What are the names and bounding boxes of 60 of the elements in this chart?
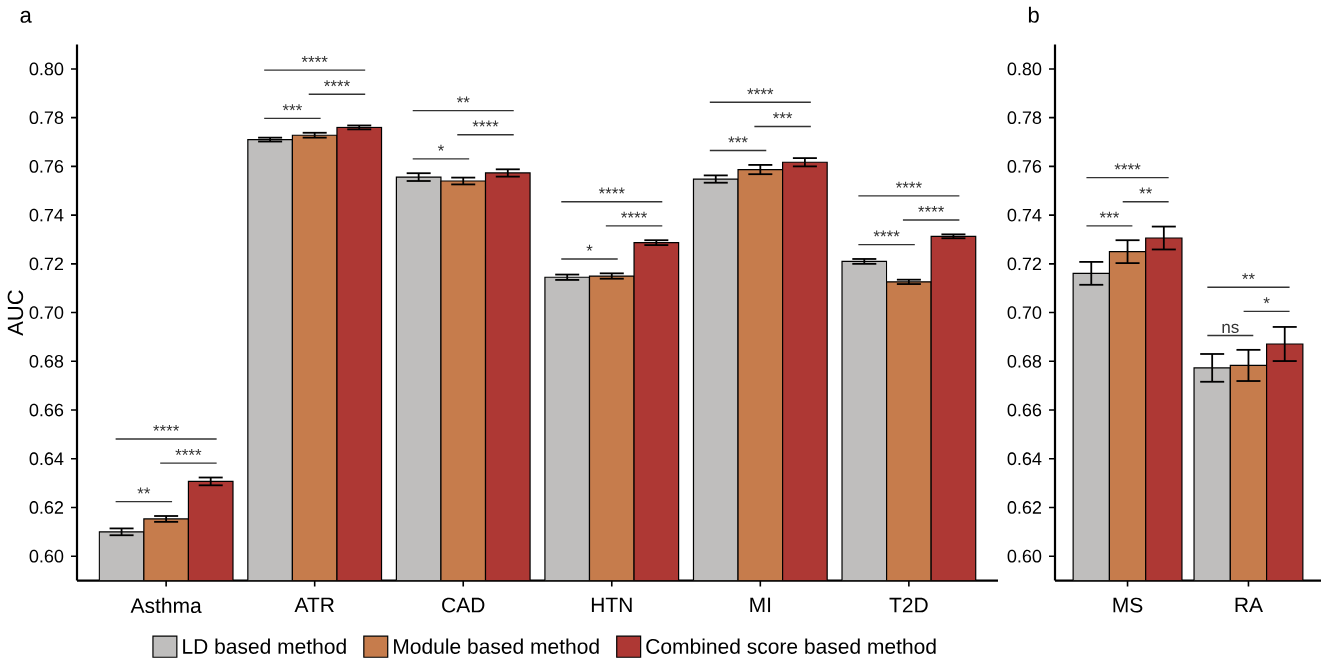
annotation: **** [621,211,647,218]
annotation: * [1263,297,1270,304]
y-tick-label: 0.64 [29,452,64,466]
y-tick-label: 0.62 [1007,501,1042,515]
y-tick-label: 0.74 [1007,208,1042,222]
x-tick-label: ATR [294,597,334,613]
annotation: **** [472,120,499,127]
annotation: **** [895,181,922,188]
y-tick-label: 0.76 [1007,160,1042,173]
y-tick-label: 0.78 [29,111,64,125]
annotation: **** [1114,163,1141,170]
annotation: ** [137,487,151,494]
annotation: **** [301,56,328,63]
y-tick-label: 0.76 [29,160,64,173]
y-tick-label: 0.74 [29,208,64,222]
x-tick-label: RA [1235,597,1263,613]
legend-label: Combined score based method [646,638,936,655]
y-tick-label: 0.80 [1007,62,1042,76]
y-tick-label: 0.60 [1007,549,1042,563]
annotation: **** [324,80,350,87]
annotation: ** [1139,187,1153,194]
annotation: **** [918,206,945,213]
y-tick-label: 0.70 [1007,306,1042,320]
annotation: **** [175,449,202,456]
annotation: ** [456,96,470,103]
annotation: ns [1222,323,1239,334]
x-tick-label: MS [1113,597,1143,613]
annotation: *** [728,136,748,143]
chart-title: b [1028,6,1039,23]
x-tick-label: HTN [591,597,632,613]
legend-label: Module based method [394,638,599,655]
y-tick-label: 0.70 [29,306,64,320]
y-tick-label: 0.66 [1007,403,1042,417]
annotation: **** [598,187,625,194]
y-tick-label: 0.72 [1007,257,1042,271]
y-tick-label: 0.80 [29,62,64,76]
annotation: **** [747,88,774,95]
x-tick-label: T2D [889,597,928,613]
y-tick-label: 0.68 [1007,355,1042,368]
y-tick-label: 0.78 [1007,111,1042,125]
y-tick-label: 0.72 [29,257,64,271]
y-tick-label: 0.68 [29,355,64,368]
annotation: * [586,245,593,251]
annotation: *** [772,112,793,119]
y-tick-label: 0.66 [29,403,64,417]
y-tick-label: 0.60 [29,549,64,563]
annotation: *** [282,104,303,111]
annotation: ** [1242,273,1255,280]
x-tick-label: MI [750,597,771,613]
x-tick-label: CAD [442,597,485,613]
annotation: **** [873,230,900,237]
x-tick-label: Asthma [130,597,202,614]
annotation: **** [153,425,180,432]
legend-label: LD based method [183,638,346,655]
annotation: * [437,144,444,151]
annotation: *** [1099,211,1120,218]
chart-title: a [20,10,32,23]
y-tick-label: 0.62 [29,501,64,515]
y-tick-label: 0.64 [1007,452,1042,466]
y-axis-title: AUC [7,290,24,336]
